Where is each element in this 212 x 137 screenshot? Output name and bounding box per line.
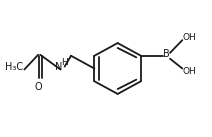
Text: O: O (34, 82, 42, 92)
Text: H: H (61, 58, 68, 67)
Text: H₃C: H₃C (5, 62, 23, 72)
Text: OH: OH (183, 67, 197, 76)
Text: N: N (55, 62, 62, 72)
Text: OH: OH (183, 33, 197, 42)
Text: B: B (163, 49, 169, 59)
